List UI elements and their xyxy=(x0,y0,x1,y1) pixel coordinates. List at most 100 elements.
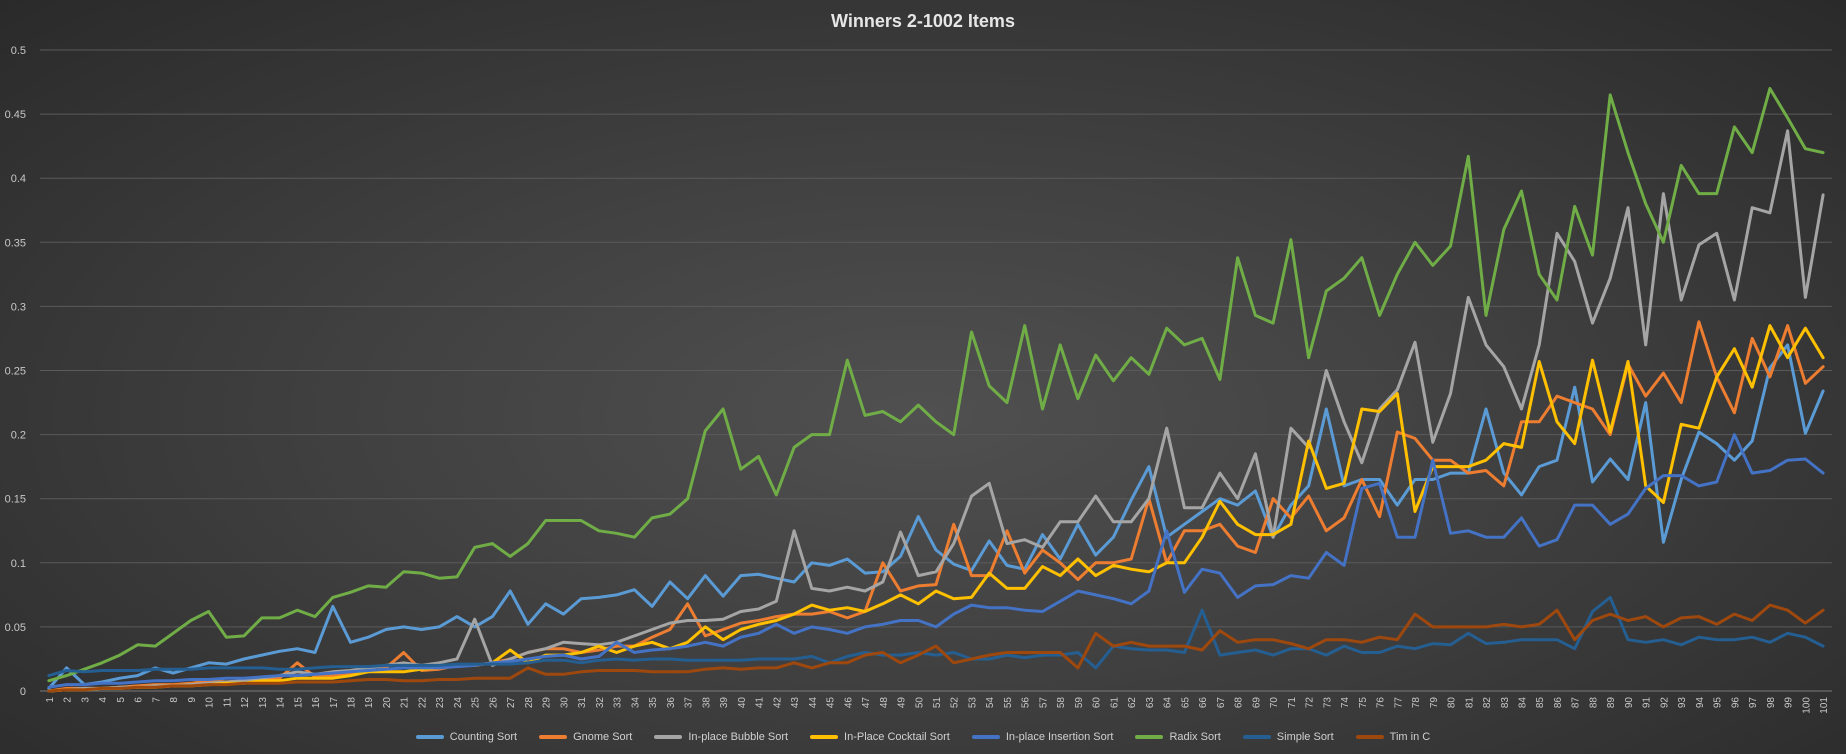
y-tick-label: 0.35 xyxy=(5,237,26,249)
x-tick-label: 66 xyxy=(1198,697,1209,709)
x-tick-label: 31 xyxy=(577,697,588,709)
legend-label: Counting Sort xyxy=(449,731,518,743)
x-tick-label: 25 xyxy=(471,697,482,709)
x-tick-label: 21 xyxy=(400,697,411,709)
y-axis-ticks: 0 0.05 0.1 0.15 0.2 0.25 0.3 0.35 0.4 0.45 0.5 xyxy=(5,45,26,698)
x-tick-label: 60 xyxy=(1092,697,1103,709)
legend-item-in-place-bubble-sort: In-place Bubble Sort xyxy=(654,731,788,743)
y-tick-label: 0 xyxy=(20,686,26,698)
chart-title: Winners 2-1002 Items xyxy=(831,11,1015,31)
x-tick-label: 63 xyxy=(1145,697,1156,709)
gridlines xyxy=(40,49,1832,692)
legend-swatch xyxy=(415,735,444,739)
x-tick-label: 81 xyxy=(1464,697,1475,709)
legend-label: Radix Sort xyxy=(1169,731,1221,743)
x-tick-label: 34 xyxy=(630,697,641,709)
series-line-counting-sort xyxy=(47,343,1825,690)
chart-legend: Counting Sort Gnome Sort In-place Bubble S… xyxy=(0,728,1846,746)
x-tick-label: 74 xyxy=(1340,697,1351,709)
x-tick-label: 13 xyxy=(258,697,269,709)
y-tick-label: 0.1 xyxy=(11,558,26,570)
x-tick-label: 35 xyxy=(648,697,659,709)
x-tick-label: 88 xyxy=(1588,697,1599,709)
x-tick-label: 86 xyxy=(1553,697,1564,709)
x-tick-label: 75 xyxy=(1358,697,1369,709)
x-tick-label: 39 xyxy=(719,697,730,709)
x-tick-label: 48 xyxy=(879,697,890,709)
x-tick-label: 83 xyxy=(1500,697,1511,709)
x-tick-label: 68 xyxy=(1234,697,1245,709)
x-tick-label: 22 xyxy=(417,697,428,709)
x-tick-label: 89 xyxy=(1606,697,1617,709)
x-tick-label: 61 xyxy=(1109,697,1120,709)
x-tick-label: 19 xyxy=(364,697,375,709)
x-tick-label: 28 xyxy=(524,697,535,709)
x-tick-label: 76 xyxy=(1376,697,1387,709)
x-tick-label: 32 xyxy=(595,697,606,709)
x-tick-label: 54 xyxy=(985,697,996,709)
legend-label: In-Place Cocktail Sort xyxy=(844,731,950,743)
legend-label: Gnome Sort xyxy=(573,731,633,743)
y-tick-label: 0.25 xyxy=(5,366,26,378)
x-tick-label: 85 xyxy=(1535,697,1546,709)
x-tick-label: 55 xyxy=(1003,697,1014,709)
x-tick-label: 4 xyxy=(98,697,109,703)
y-tick-label: 0.15 xyxy=(5,494,26,506)
x-tick-label: 94 xyxy=(1695,697,1706,709)
legend-label: In-place Insertion Sort xyxy=(1005,731,1114,743)
x-tick-label: 93 xyxy=(1677,697,1688,709)
legend-label: In-place Bubble Sort xyxy=(688,731,789,743)
series-lines xyxy=(47,87,1825,693)
legend-item-radix-sort: Radix Sort xyxy=(1135,731,1221,743)
x-tick-label: 26 xyxy=(488,697,499,709)
series-line-radix-sort xyxy=(47,87,1825,683)
line-chart: Winners 2-1002 Items 0 0.05 0.1 0.15 0.2 0.25… xyxy=(5,11,1832,714)
y-tick-label: 0.3 xyxy=(11,301,26,313)
x-tick-label: 69 xyxy=(1251,697,1262,709)
legend-label: Simple Sort xyxy=(1276,731,1334,743)
y-tick-label: 0.5 xyxy=(11,45,26,57)
legend-swatch xyxy=(1355,735,1384,739)
legend-label: Tim in C xyxy=(1389,731,1431,743)
y-tick-label: 0.2 xyxy=(11,430,26,442)
x-tick-label: 7 xyxy=(151,697,162,703)
series-line-in-place-insertion-sort xyxy=(47,433,1825,689)
y-tick-label: 0.45 xyxy=(5,109,26,121)
series-line-simple-sort xyxy=(47,595,1825,678)
x-tick-label: 78 xyxy=(1411,697,1422,709)
legend-swatch xyxy=(539,735,568,739)
x-tick-label: 77 xyxy=(1393,697,1404,709)
x-tick-label: 62 xyxy=(1127,697,1138,709)
x-tick-label: 95 xyxy=(1713,697,1724,709)
x-tick-label: 20 xyxy=(382,697,393,709)
x-tick-label: 44 xyxy=(808,697,819,709)
x-tick-label: 10 xyxy=(205,697,216,709)
legend-item-tim-in-c: Tim in C xyxy=(1355,731,1431,743)
legend-item-simple-sort: Simple Sort xyxy=(1242,731,1334,743)
y-tick-label: 0.05 xyxy=(5,622,26,634)
x-tick-label: 27 xyxy=(506,697,517,709)
x-tick-label: 91 xyxy=(1642,697,1653,709)
x-tick-label: 59 xyxy=(1074,697,1085,709)
series-line-tim-in-c xyxy=(47,603,1825,693)
x-tick-label: 82 xyxy=(1482,697,1493,709)
x-tick-label: 50 xyxy=(914,697,925,709)
x-tick-label: 72 xyxy=(1305,697,1316,709)
x-tick-label: 23 xyxy=(435,697,446,709)
x-tick-label: 30 xyxy=(559,697,570,709)
x-tick-label: 16 xyxy=(311,697,322,709)
x-tick-label: 98 xyxy=(1766,697,1777,709)
x-tick-label: 52 xyxy=(950,697,961,709)
x-tick-label: 99 xyxy=(1784,697,1795,709)
x-tick-label: 38 xyxy=(701,697,712,709)
x-tick-label: 36 xyxy=(666,697,677,709)
x-tick-label: 96 xyxy=(1730,697,1741,709)
legend-item-gnome-sort: Gnome Sort xyxy=(539,731,632,743)
x-tick-label: 64 xyxy=(1163,697,1174,709)
x-tick-label: 6 xyxy=(134,697,145,703)
x-tick-label: 92 xyxy=(1659,697,1670,709)
x-tick-label: 9 xyxy=(187,697,198,703)
x-tick-label: 101 xyxy=(1819,697,1830,714)
x-tick-label: 46 xyxy=(843,697,854,709)
